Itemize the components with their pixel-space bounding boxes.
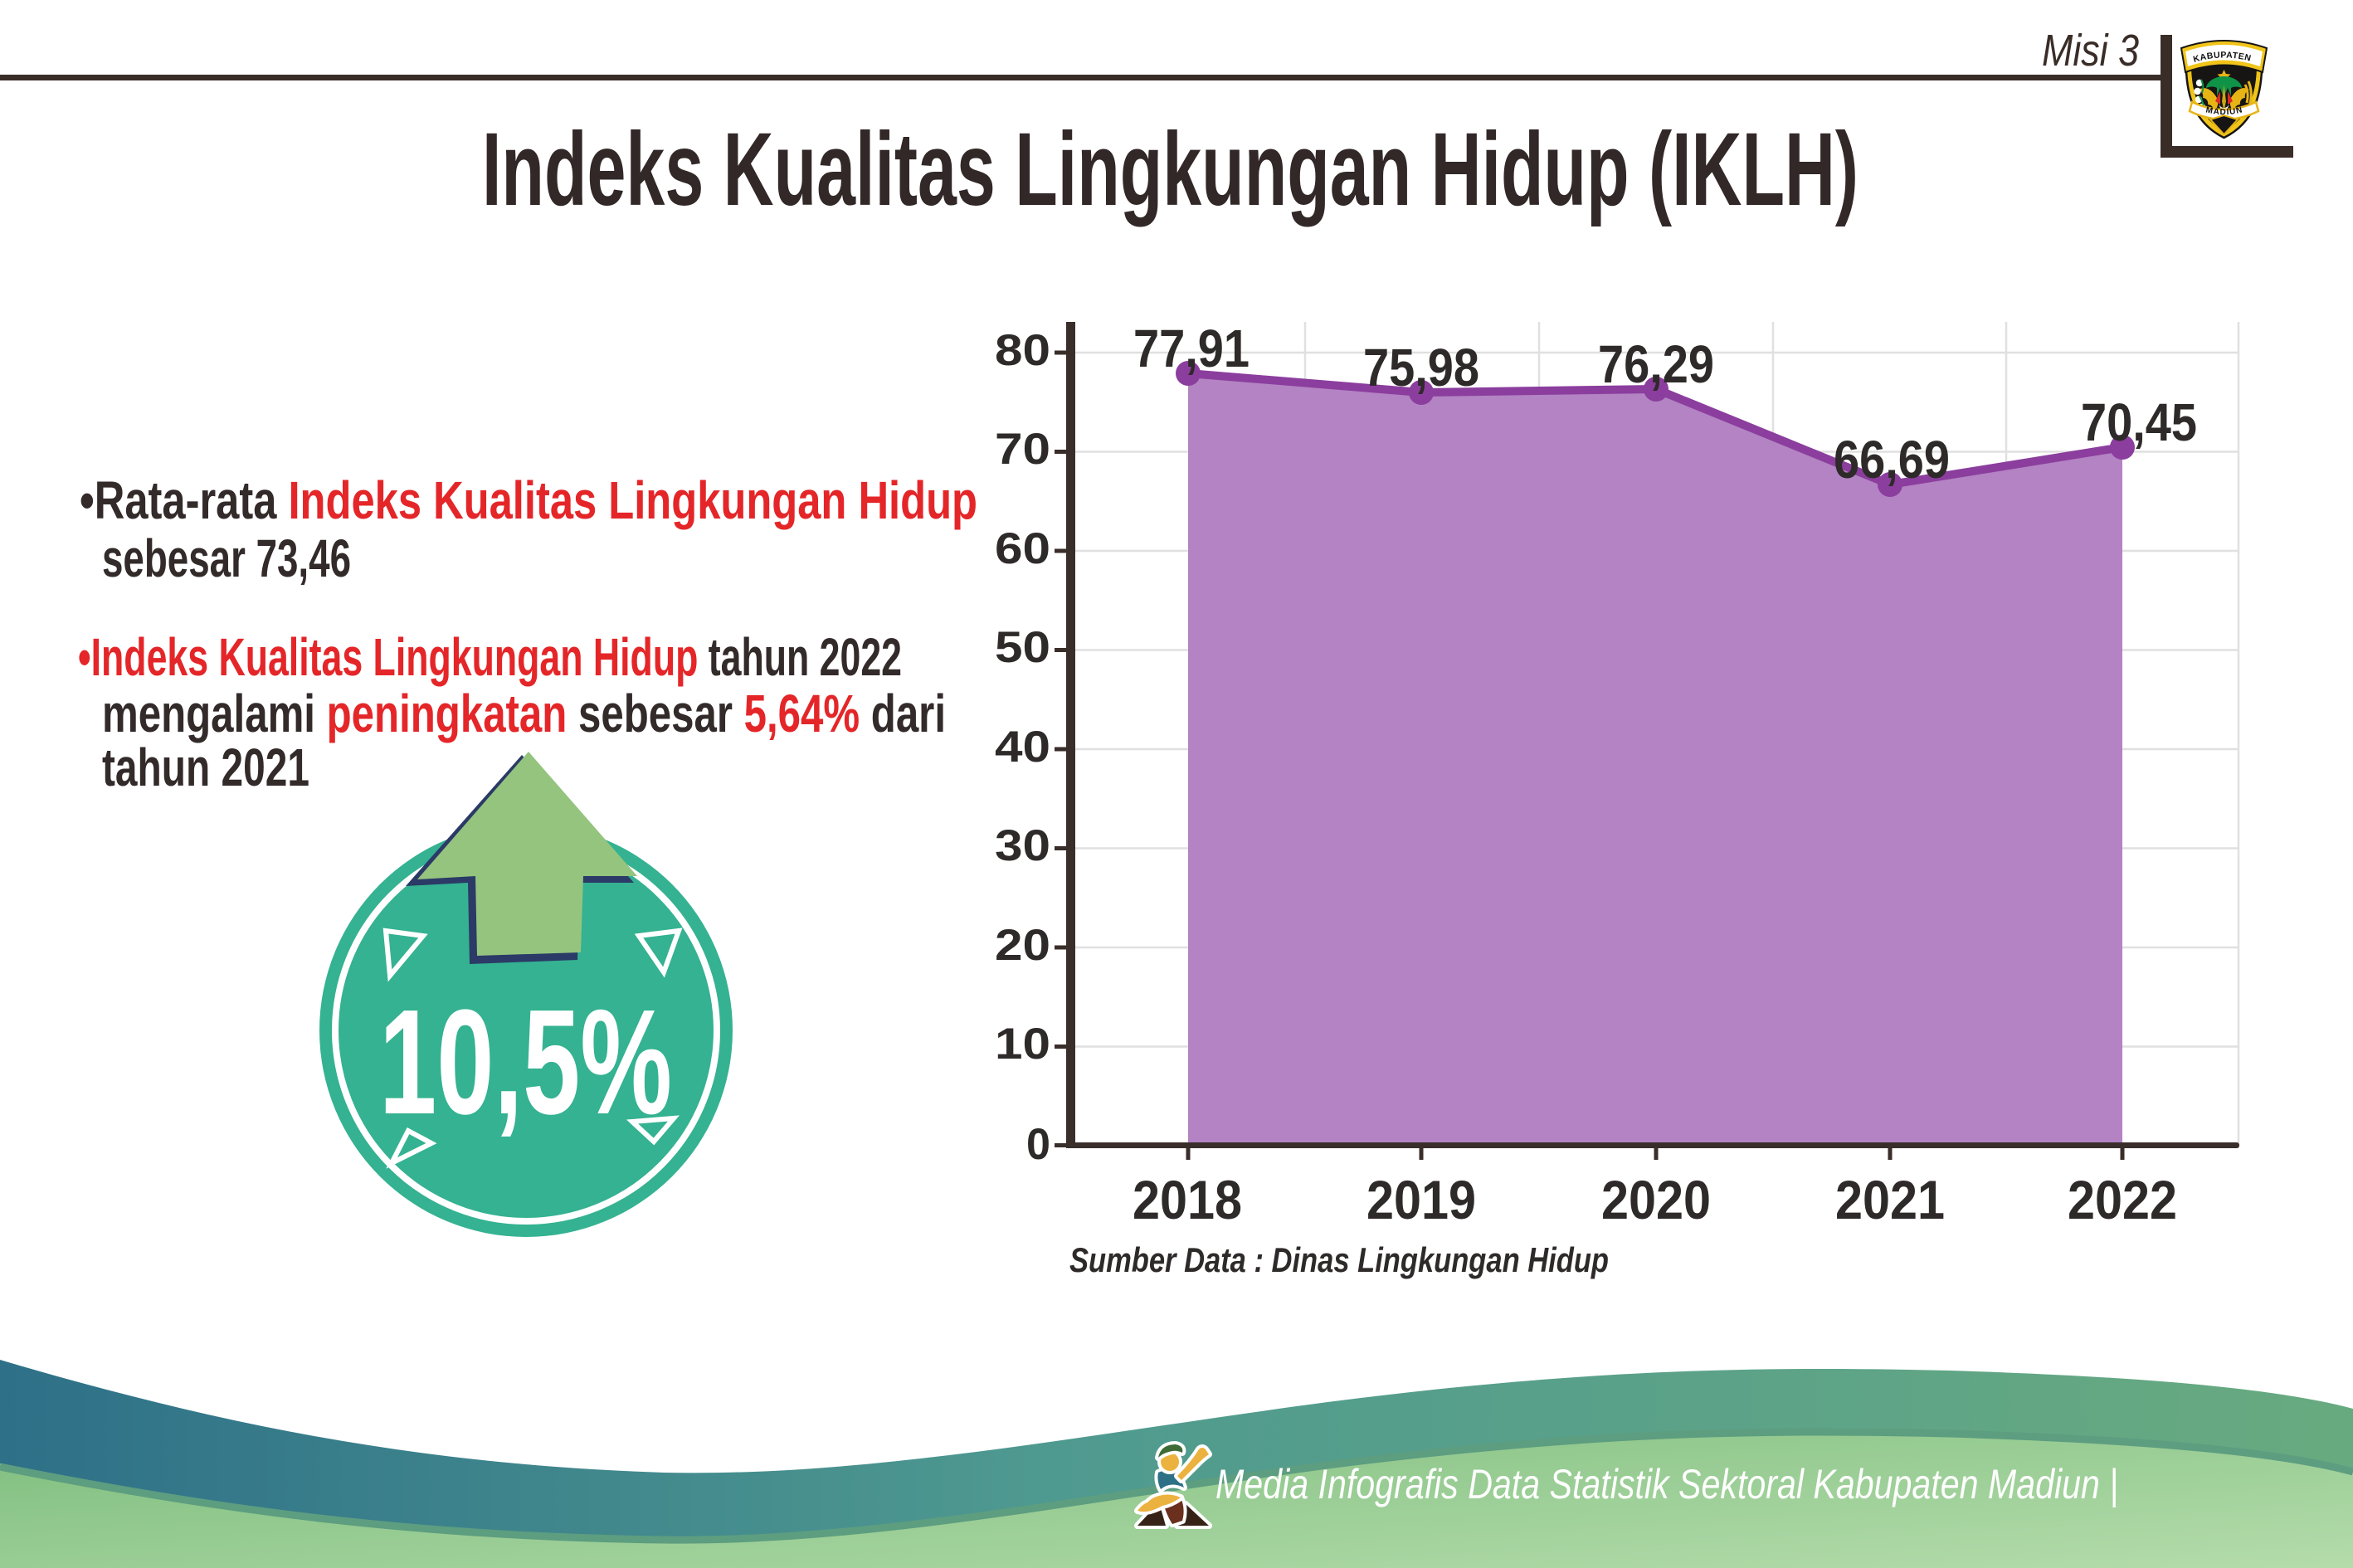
svg-text:40: 40 (995, 723, 1050, 772)
svg-text:MADIUN: MADIUN (2205, 105, 2244, 117)
svg-text:KABUPATEN: KABUPATEN (2192, 50, 2253, 64)
svg-text:tahun 2021: tahun 2021 (102, 738, 309, 797)
svg-text:2018: 2018 (1133, 1169, 1242, 1230)
svg-text:60: 60 (995, 524, 1050, 573)
svg-text:10,5%: 10,5% (379, 979, 672, 1146)
svg-text:•Indeks Kualitas Lingkungan Hi: •Indeks Kualitas Lingkungan Hidup tahun … (78, 627, 902, 687)
svg-text:30: 30 (995, 821, 1050, 870)
svg-text:2021: 2021 (1835, 1169, 1945, 1230)
svg-text:75,98: 75,98 (1363, 338, 1479, 397)
svg-text:Misi 3: Misi 3 (2042, 26, 2139, 75)
svg-text:20: 20 (995, 921, 1050, 970)
svg-text:66,69: 66,69 (1834, 430, 1950, 489)
svg-text:Indeks Kualitas Lingkungan Hid: Indeks Kualitas Lingkungan Hidup (IKLH) (482, 112, 1859, 227)
svg-text:80: 80 (995, 326, 1050, 375)
svg-text:2022: 2022 (2068, 1169, 2177, 1230)
svg-text:70,45: 70,45 (2081, 392, 2197, 452)
svg-text:2020: 2020 (1601, 1169, 1711, 1230)
svg-text:76,29: 76,29 (1598, 334, 1714, 394)
svg-text:Media Infografis Data Statisti: Media Infografis Data Statistik Sektoral… (1215, 1461, 2118, 1508)
svg-text:0: 0 (1026, 1120, 1050, 1169)
svg-text:50: 50 (995, 623, 1050, 672)
svg-text:10: 10 (995, 1020, 1050, 1069)
svg-text:2019: 2019 (1366, 1169, 1476, 1230)
svg-text:70: 70 (995, 425, 1050, 474)
svg-text:mengalami peningkatan sebesar: mengalami peningkatan sebesar 5,64% dari (102, 684, 946, 743)
svg-text:Sumber Data : Dinas Lingkungan: Sumber Data : Dinas Lingkungan Hidup (1069, 1240, 1609, 1279)
svg-text:77,91: 77,91 (1133, 319, 1250, 378)
svg-text:sebesar 73,46: sebesar 73,46 (102, 528, 351, 588)
svg-text:•Rata-rata Indeks Kualitas Lin: •Rata-rata Indeks Kualitas Lingkungan Hi… (80, 470, 977, 530)
